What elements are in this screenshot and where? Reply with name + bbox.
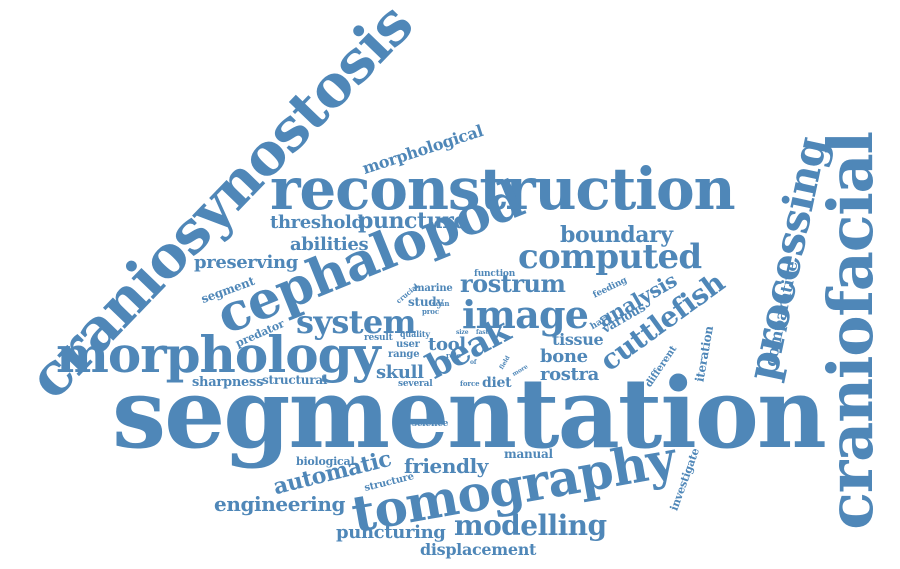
word: puncture — [358, 208, 467, 234]
word: study — [408, 295, 444, 309]
word: computed — [518, 237, 702, 277]
word: image — [462, 292, 589, 337]
word: preserving — [194, 252, 298, 273]
word: function — [474, 269, 516, 279]
word: tool — [428, 334, 466, 355]
word: rostra — [540, 364, 599, 385]
word: user — [396, 339, 420, 350]
word: abilities — [290, 234, 369, 255]
word: skull — [376, 362, 424, 383]
word: threshold — [270, 212, 364, 233]
word: biological — [296, 455, 355, 468]
word: engineering — [214, 492, 346, 516]
word: modelling — [454, 509, 607, 542]
word: proc — [422, 307, 439, 316]
word: of — [470, 359, 477, 366]
word: segmentation — [112, 357, 827, 470]
word: role — [446, 351, 461, 360]
word: fast — [476, 329, 489, 336]
word: science — [412, 419, 449, 429]
word: several — [398, 379, 433, 389]
word: force — [460, 379, 480, 388]
word: manual — [504, 447, 553, 461]
word: tissue — [552, 330, 604, 349]
word: result — [364, 333, 393, 343]
word: quality — [400, 329, 430, 339]
word: boundary — [560, 222, 673, 248]
word: craniofacial — [813, 132, 887, 530]
word: structural — [262, 373, 328, 387]
word: diet — [482, 375, 512, 391]
word: scan — [432, 299, 450, 308]
word: displacement — [420, 540, 537, 559]
word: bone — [540, 346, 588, 367]
word: reconstruction — [270, 155, 736, 223]
word: morphology — [56, 325, 381, 384]
word: system — [296, 303, 416, 341]
word: friendly — [404, 454, 489, 478]
word: rostrum — [460, 269, 566, 298]
word: size — [456, 329, 469, 336]
word: sharpness — [192, 375, 264, 390]
word: range — [388, 349, 420, 360]
word: marine — [414, 283, 453, 294]
word: puncturing — [336, 522, 446, 543]
